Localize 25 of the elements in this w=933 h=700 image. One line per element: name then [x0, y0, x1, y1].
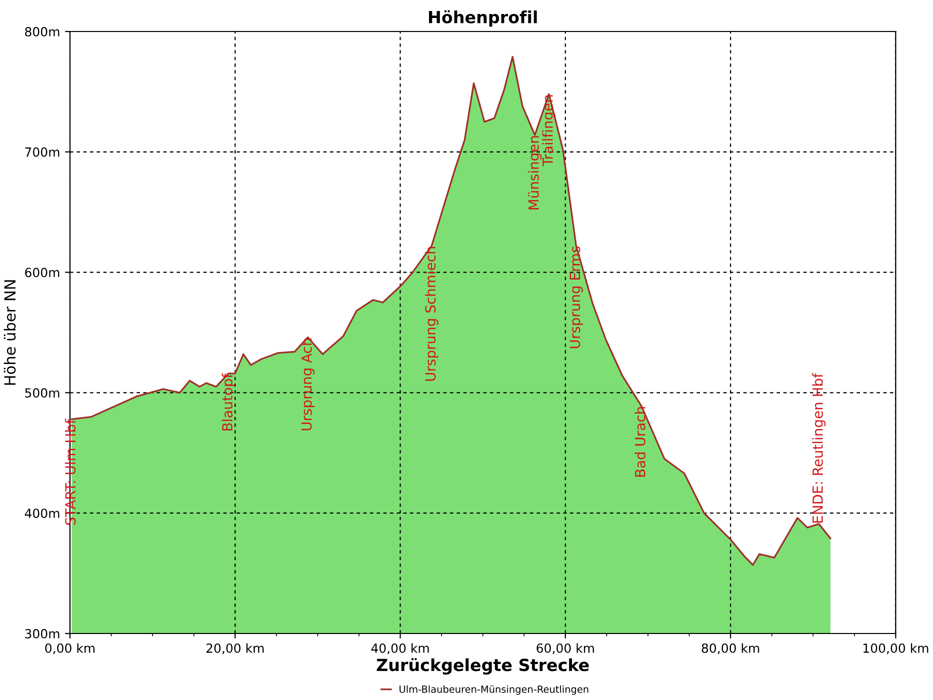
y-tick-label: 700m	[25, 147, 60, 157]
y-axis-title: Höhe über NN	[4, 280, 16, 385]
x-tick-label: 100,00 km	[863, 643, 928, 654]
annotation: Blautopf	[222, 373, 236, 430]
y-tick-label: 400m	[24, 508, 60, 518]
x-tick-label: 60,00 km	[536, 643, 594, 654]
annotation: Münsingen	[528, 136, 542, 210]
y-tick-label: 600m	[25, 268, 60, 278]
annotation: Ursprung Ach	[301, 338, 314, 430]
x-tick-label: 20,00 km	[206, 643, 264, 654]
annotation: Ursprung Schmiech	[424, 246, 438, 381]
annotation: ENDE: Reutlingen Hbf	[812, 372, 826, 523]
annotation: Bad Urach	[634, 407, 646, 477]
annotation: Ursprung Erms	[570, 246, 583, 348]
x-axis-title: Zurückgelegte Strecke	[376, 658, 589, 675]
y-tick-label: 300m	[25, 628, 60, 638]
x-tick-label: 80,00 km	[702, 643, 760, 654]
x-tick-label: 40,00 km	[371, 643, 429, 654]
legend-label: Ulm-Blaubeuren-Münsingen-Reutlingen	[400, 685, 588, 695]
chart-title: Höhenprofil	[429, 10, 537, 27]
y-tick-label: 500m	[25, 388, 60, 398]
annotation: START: Ulm Hbf	[64, 418, 76, 525]
annotation: Trailfingen	[542, 95, 556, 166]
x-tick-label: 0,00 km	[45, 643, 95, 654]
y-tick-label: 800m	[25, 26, 60, 36]
